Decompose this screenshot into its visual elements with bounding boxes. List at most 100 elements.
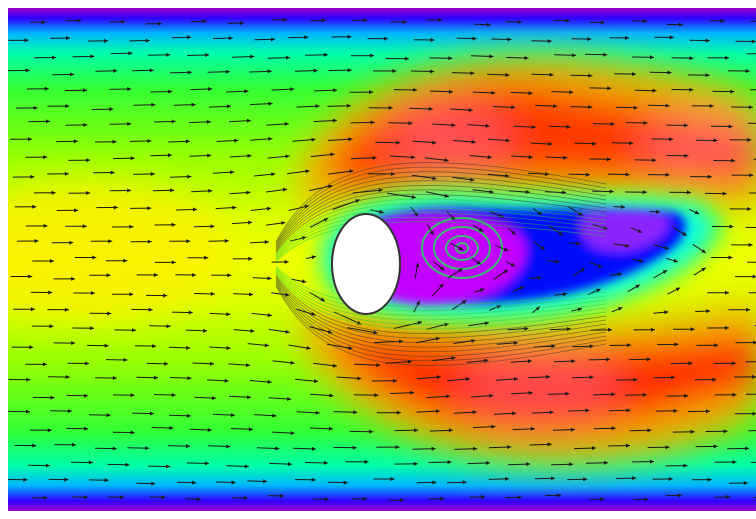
velocity-vector-head [665,172,670,177]
velocity-vector-head [166,52,171,57]
velocity-vector-head [110,170,115,175]
velocity-vector-head [113,68,118,73]
velocity-vector-head [119,495,124,500]
velocity-vector-head [65,104,70,109]
velocity-vector-head [726,495,731,499]
velocity-vector-head [150,172,155,176]
velocity-vector-head [378,188,383,193]
velocity-vector-head [109,107,114,112]
velocity-vector-head [637,229,642,233]
velocity-vector-head [77,18,82,23]
velocity-vector-head [600,497,605,502]
velocity-vector-head [527,359,532,364]
velocity-vector-head [551,344,556,349]
velocity-vector-head [479,288,485,293]
velocity-vector-head [48,290,53,295]
velocity-vector-head [226,444,231,449]
velocity-vector-head [71,341,76,345]
velocity-vector-head [128,51,133,56]
velocity-vector-head [64,171,69,176]
velocity-vector-head [67,409,72,413]
velocity-vector-head [684,153,689,158]
velocity-vector-head [752,374,756,379]
velocity-vector-head [683,463,688,468]
velocity-vector-head [647,428,652,433]
velocity-vector [350,157,377,160]
velocity-vector-head [447,460,452,465]
velocity-vector-head [617,307,623,311]
velocity-vector-head [104,38,108,43]
velocity-vector-head [731,158,736,163]
velocity-vector-head [248,427,253,432]
velocity-vector-head [688,361,693,366]
velocity-vector-head [185,139,190,144]
velocity-vector-head [591,446,596,451]
velocity-vector-head [611,426,616,431]
velocity-vector-head [84,426,89,431]
velocity-vector-head [458,246,464,251]
velocity-vector-head [472,410,477,415]
velocity-vector-head [376,363,381,368]
velocity-vector-head [707,174,712,179]
velocity-vector-head [626,408,631,413]
velocity-vector-head [618,272,623,277]
velocity-vector-head [279,493,284,498]
velocity-vector-head [629,141,634,146]
velocity-vector-head [321,18,326,23]
velocity-vector-head [664,245,669,250]
streamline-upper [275,221,607,262]
velocity-vector-head [369,90,374,95]
velocity-vector-head [576,241,581,246]
velocity-vector-head [285,292,290,297]
velocity-vector-head [694,210,700,215]
velocity-vector [328,138,353,141]
velocity-vector-head [372,155,377,160]
velocity-vector-head [732,460,737,465]
velocity-vector-head [642,392,647,397]
velocity-vector-head [129,292,134,297]
streamline-upper [275,162,607,243]
streamline-lower [275,281,607,353]
velocity-vector-head [537,275,542,280]
velocity-vector-head [547,442,552,447]
velocity-vector-head [428,106,433,111]
velocity-vector-head [287,462,292,466]
velocity-vector-head [625,243,630,248]
velocity-vector-head [392,69,397,73]
velocity-vector-head [123,258,128,263]
velocity-vector-head [225,69,230,74]
velocity-vector-head [352,445,357,450]
velocity-vector-head [604,460,609,465]
velocity-vector-head [83,88,88,93]
velocity-vector-head [30,307,35,312]
velocity-vector-head [284,259,289,264]
velocity-vector-head [712,377,717,382]
velocity-vector-head [147,239,152,244]
velocity-vector-head [192,480,197,485]
velocity-vector-head [728,255,733,260]
velocity-vector-head [731,361,736,366]
velocity-vector-head [347,34,352,39]
velocity-vector-head [271,172,276,177]
velocity-vector [411,174,437,180]
velocity-vector-head [112,376,117,380]
velocity-vector-head [528,155,533,160]
velocity-vector-head [210,291,215,296]
velocity-vector-head [315,410,320,415]
velocity-vector-head [90,54,95,59]
velocity-vector-head [684,393,689,398]
velocity-vector-head [562,292,567,297]
velocity-vector-head [432,480,437,485]
velocity-vector [389,392,415,394]
velocity-vector-head [272,413,277,418]
velocity-vector-head [315,104,320,109]
velocity-vector-head [349,169,354,174]
velocity-vector-head [43,155,48,160]
velocity-vector-head [677,493,682,498]
velocity-vector-head [149,68,154,73]
velocity-vector-head [489,54,494,59]
velocity-vector-head [743,481,748,485]
velocity-vector-head [417,320,422,325]
velocity-vector-head [569,462,574,467]
